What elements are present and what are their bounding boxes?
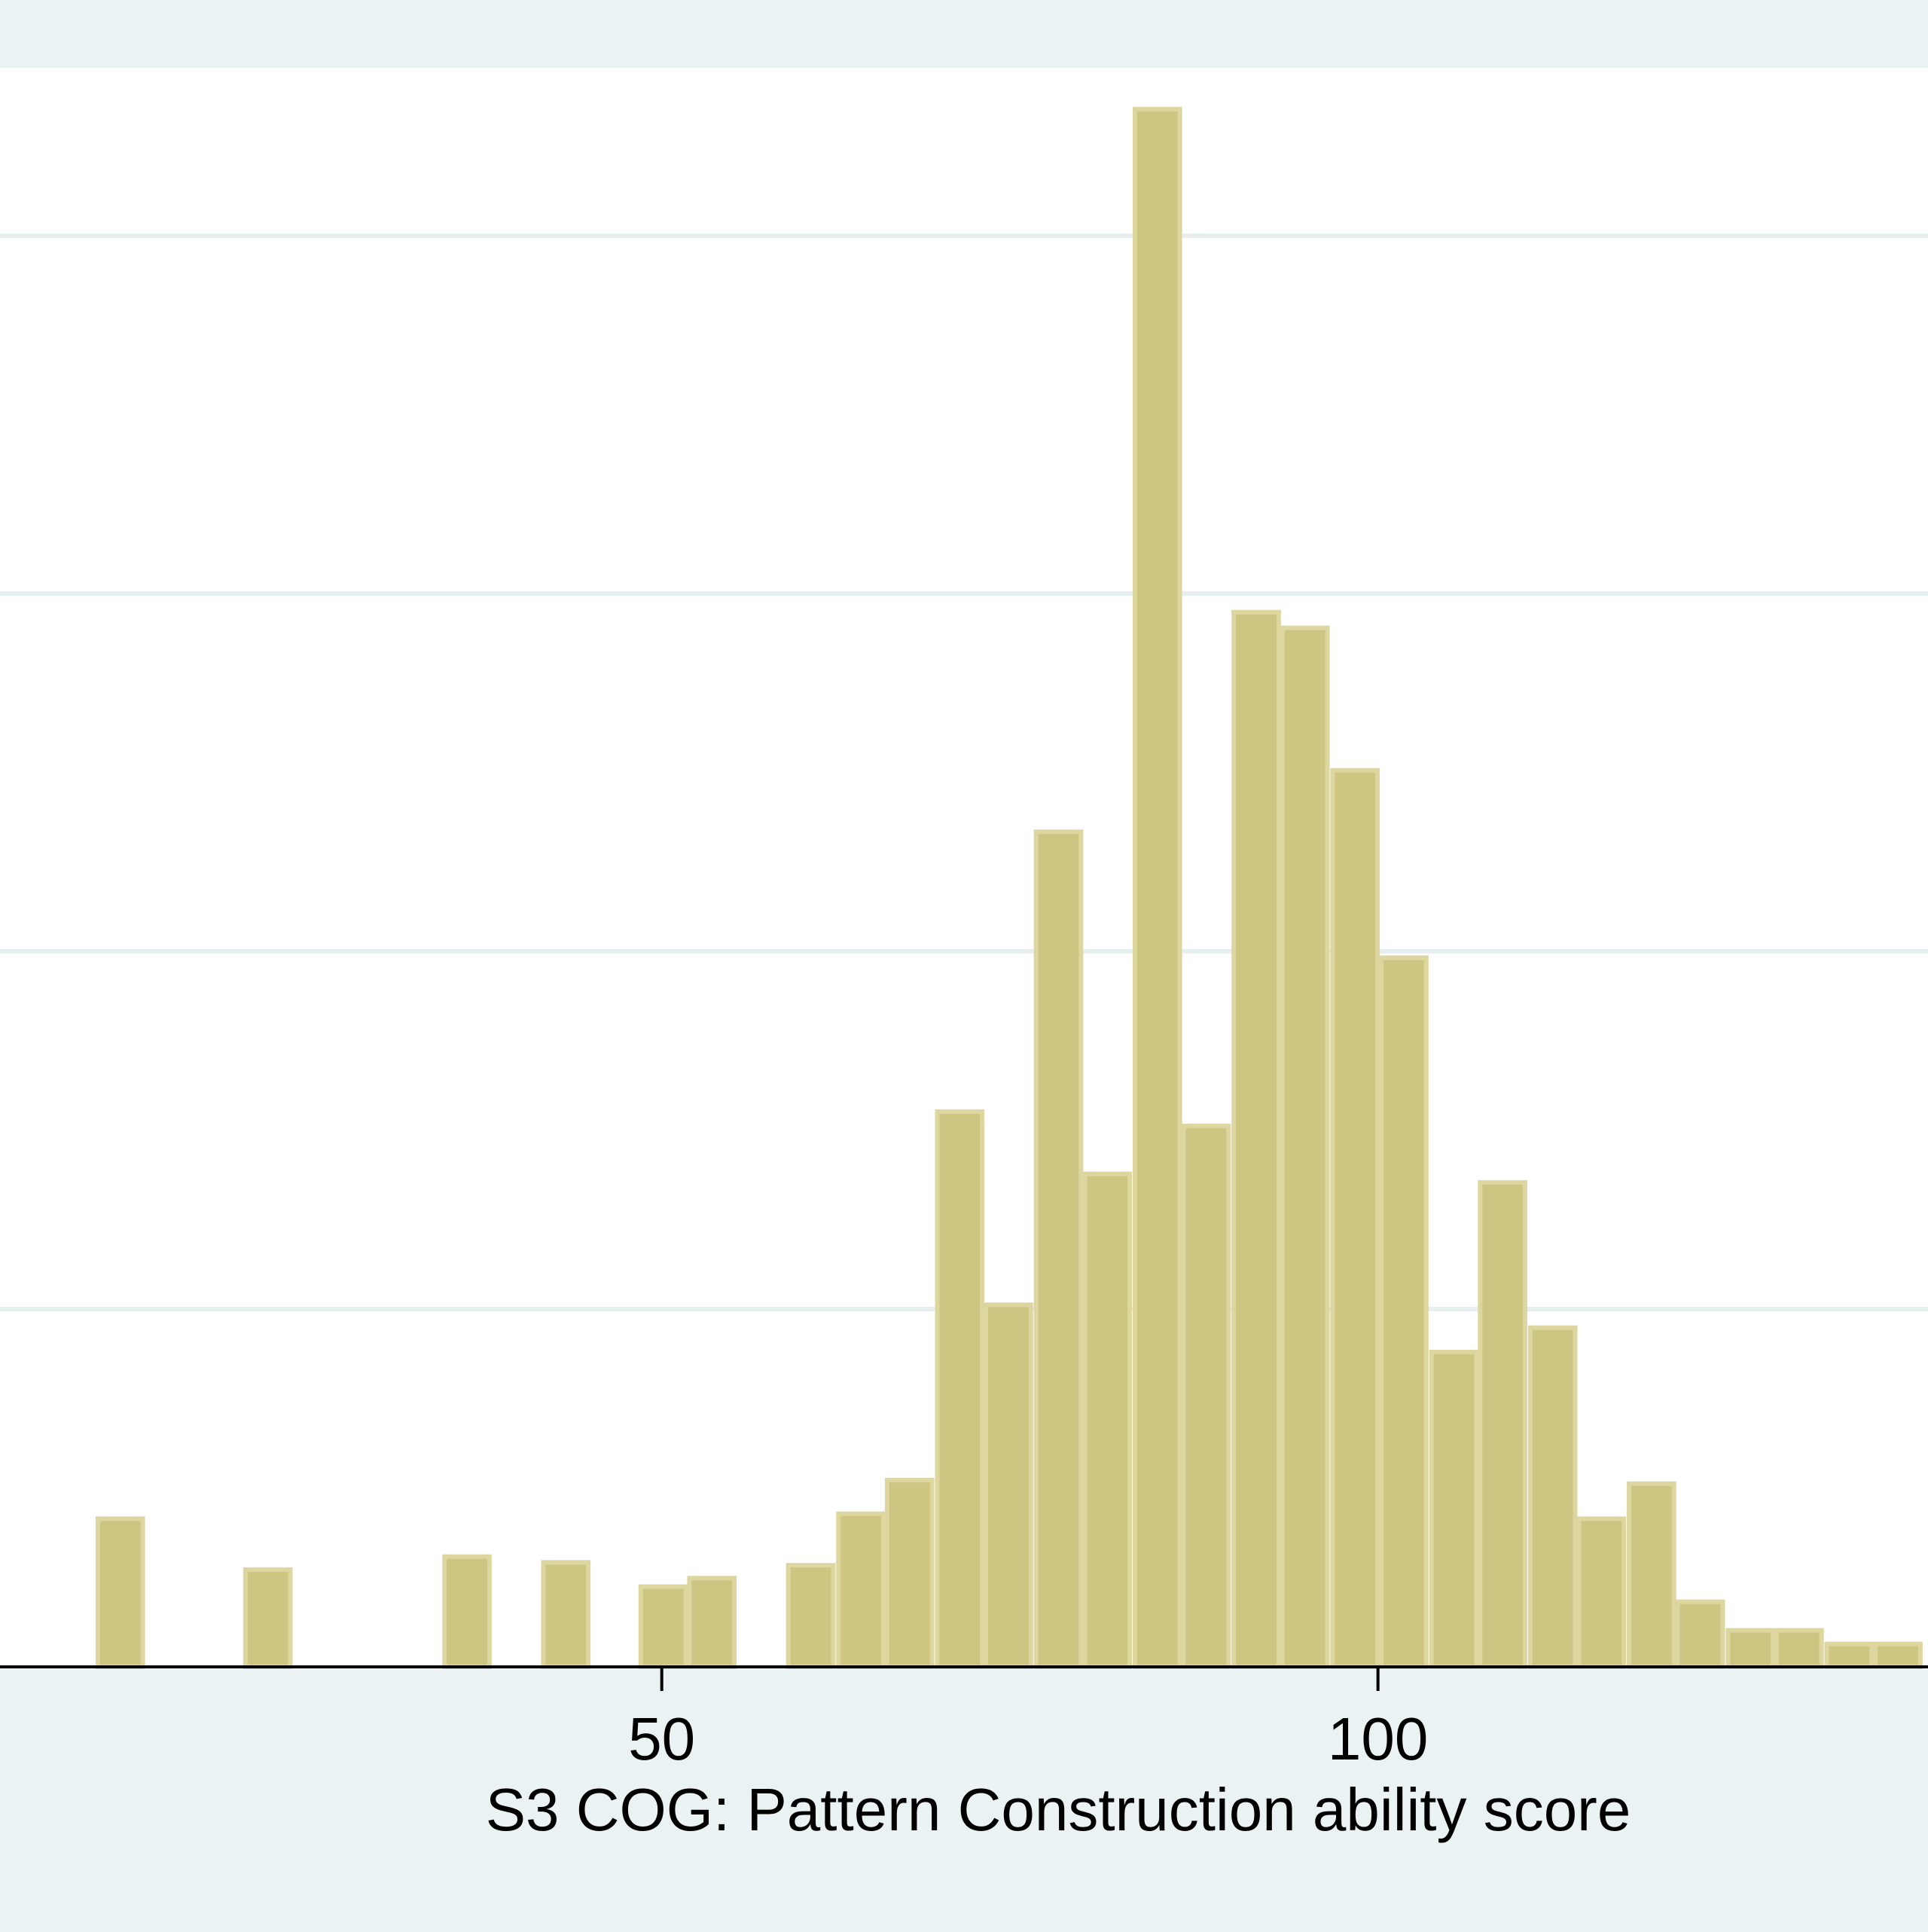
histogram-bar-1 [243, 1567, 293, 1670]
histogram-bar-9 [935, 1109, 985, 1670]
histogram-bar-15 [1231, 609, 1281, 1670]
histogram-bar-11 [1033, 829, 1084, 1669]
histogram-bar-10 [984, 1302, 1033, 1670]
histogram-bar-2 [442, 1554, 492, 1669]
histogram-bar-14 [1181, 1123, 1231, 1670]
histogram-bar-21 [1527, 1325, 1578, 1669]
histogram-bar-5 [687, 1576, 737, 1669]
histogram-bar-22 [1576, 1516, 1627, 1669]
histogram-bar-23 [1627, 1481, 1676, 1670]
x-tick-label-50: 50 [628, 1705, 695, 1772]
histogram-bar-18 [1379, 955, 1429, 1670]
histogram-bar-20 [1478, 1180, 1527, 1669]
histogram-bar-17 [1330, 768, 1380, 1669]
histogram-bar-25 [1725, 1628, 1775, 1670]
histogram-bar-3 [541, 1560, 591, 1670]
x-axis-label: S3 COG: Pattern Construction ability sco… [486, 1776, 1631, 1843]
x-axis: 50 100 [0, 1665, 1928, 1772]
histogram-bar-16 [1280, 625, 1330, 1669]
histogram-bar-24 [1675, 1599, 1725, 1670]
histogram-bar-8 [884, 1478, 935, 1670]
bars [95, 106, 1923, 1670]
histogram-bar-12 [1082, 1171, 1133, 1669]
histogram-bar-0 [95, 1516, 145, 1669]
histogram-bar-26 [1774, 1628, 1824, 1670]
x-tick-label-100: 100 [1328, 1705, 1428, 1772]
histogram-bar-4 [638, 1584, 688, 1670]
histogram-bar-28 [1873, 1641, 1923, 1670]
histogram-bar-13 [1132, 106, 1182, 1669]
gridlines [0, 233, 1928, 1311]
histogram-bar-19 [1429, 1350, 1479, 1669]
histogram-bar-7 [836, 1511, 886, 1669]
histogram-bar-27 [1824, 1641, 1875, 1670]
histogram-bar-6 [786, 1563, 836, 1670]
